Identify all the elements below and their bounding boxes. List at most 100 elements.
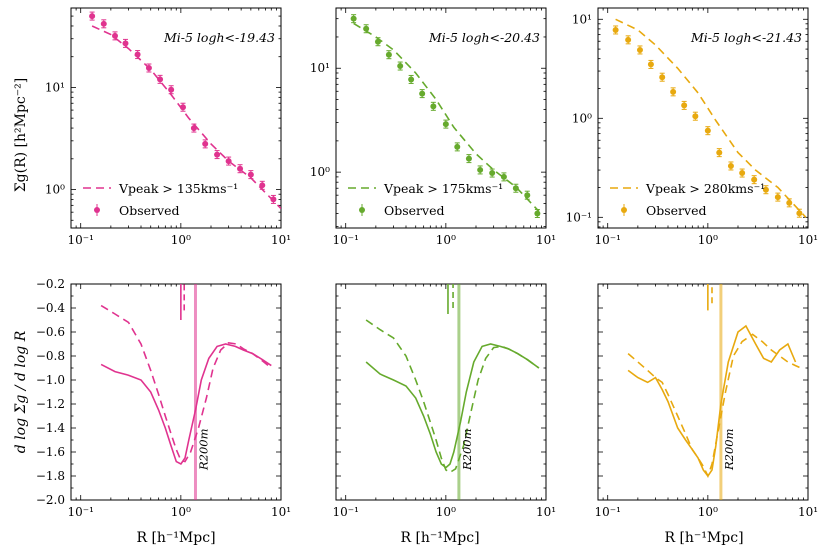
legend-observed-swatch xyxy=(94,207,100,213)
observed-point xyxy=(534,210,541,217)
x-tick-label: 10⁻¹ xyxy=(332,505,358,519)
bottom-left-plot-area xyxy=(100,284,272,500)
observed-point xyxy=(692,113,699,120)
observed-point xyxy=(512,185,519,192)
observed-slope-line xyxy=(627,324,797,478)
y-tick-label: 10¹ xyxy=(45,80,65,94)
observed-point xyxy=(247,171,254,178)
observed-point xyxy=(179,104,186,111)
observed-point xyxy=(363,25,370,32)
legend-observed-label: Observed xyxy=(384,203,445,218)
observed-point xyxy=(477,166,484,173)
y-tick-label: 10⁰ xyxy=(572,111,592,125)
y-tick-label: −1.4 xyxy=(36,421,66,435)
r200m-label: R200m xyxy=(722,428,736,471)
legend-observed-label: Observed xyxy=(119,203,180,218)
observed-point xyxy=(225,158,232,165)
y-tick-label: 10⁰ xyxy=(310,165,330,179)
observed-slope-line xyxy=(365,343,540,469)
observed-point xyxy=(270,196,277,203)
xlabel-left: R [h⁻¹Mpc] xyxy=(136,530,215,546)
panel-title: Mi-5 logh<-21.43 xyxy=(690,30,802,45)
model-slope-line xyxy=(365,319,540,474)
y-tick-label: −1.2 xyxy=(36,397,65,411)
x-tick-label: 10⁰ xyxy=(698,233,718,247)
observed-point xyxy=(157,76,164,83)
y-tick-label: −1.6 xyxy=(36,445,65,459)
observed-point xyxy=(259,182,266,189)
y-tick-label: 10¹ xyxy=(310,61,330,75)
observed-point xyxy=(739,170,746,177)
x-tick-label: 10⁻¹ xyxy=(332,233,358,247)
observed-point xyxy=(524,192,531,199)
observed-point xyxy=(408,76,415,83)
observed-point xyxy=(385,51,392,58)
bottom-left-panel: 10⁻¹ 10⁰ 10¹ −2.0 −1.8 −1.6 −1.4 −1.2 −1.0 −0.8 −0… xyxy=(36,277,291,519)
y-tick-label: 10⁰ xyxy=(45,183,65,197)
observed-point xyxy=(751,176,758,183)
legend-model-label: Vpeak > 175kms⁻¹ xyxy=(383,181,503,196)
observed-point xyxy=(625,36,632,43)
x-tick-label: 10⁰ xyxy=(171,233,191,247)
x-tick-label: 10¹ xyxy=(271,505,291,519)
observed-point xyxy=(100,20,107,27)
observed-slope-line xyxy=(100,343,272,466)
observed-point xyxy=(681,102,688,109)
observed-point xyxy=(168,86,175,93)
x-tick-label: 10¹ xyxy=(536,233,556,247)
bottom-ylabel: d log Σg / d log R xyxy=(13,330,29,453)
observed-point xyxy=(214,151,221,158)
y-tick-label: 10⁻¹ xyxy=(566,210,592,224)
legend-observed-swatch xyxy=(621,207,627,213)
observed-point xyxy=(89,13,96,20)
x-tick-label: 10¹ xyxy=(798,233,818,247)
legend-observed-label: Observed xyxy=(646,203,707,218)
bottom-middle-panel: 10⁻¹ 10⁰ 10¹ R200m xyxy=(332,283,556,519)
legend-observed-swatch xyxy=(359,207,365,213)
observed-point xyxy=(397,63,404,70)
x-tick-label: 10⁰ xyxy=(171,505,191,519)
observed-point xyxy=(704,127,711,134)
x-tick-label: 10¹ xyxy=(798,505,818,519)
y-tick-label: −0.4 xyxy=(36,301,66,315)
model-slope-line xyxy=(627,333,802,479)
observed-point xyxy=(796,210,803,217)
x-tick-label: 10¹ xyxy=(536,505,556,519)
top-middle-panel: 10⁻¹ 10⁰ 10¹ 10⁰ 10¹ Mi-5 logh<-20.43 Vpeak > … xyxy=(310,7,556,247)
legend-model-label: Vpeak > 135kms⁻¹ xyxy=(118,181,238,196)
bottom-right-plot-area xyxy=(627,284,802,500)
observed-point xyxy=(659,74,666,81)
observed-point xyxy=(774,194,781,201)
y-tick-label: −1.8 xyxy=(36,469,65,483)
legend-model-label: Vpeak > 280kms⁻¹ xyxy=(645,181,765,196)
observed-point xyxy=(430,103,437,110)
plot-layer: 10⁻¹ 10⁰ 10¹ 10⁰ 10¹ Mi-5 logh<-19.43 Vpeak > … xyxy=(36,7,818,519)
observed-point xyxy=(636,46,643,53)
observed-point xyxy=(111,32,118,39)
observed-point xyxy=(374,38,381,45)
top-right-panel: 10⁻¹ 10⁰ 10¹ 10⁻¹ 10⁰ 10¹ Mi-5 logh<-21.43 Vpea… xyxy=(566,7,818,247)
y-tick-label: −0.6 xyxy=(36,325,65,339)
y-tick-label: 10¹ xyxy=(572,12,592,26)
xlabel-middle: R [h⁻¹Mpc] xyxy=(400,530,479,546)
x-tick-label: 10⁰ xyxy=(436,505,456,519)
x-tick-label: 10⁻¹ xyxy=(594,505,620,519)
observed-point xyxy=(237,165,244,172)
observed-point xyxy=(762,186,769,193)
x-tick-label: 10⁰ xyxy=(698,505,718,519)
panel-title: Mi-5 logh<-19.43 xyxy=(163,30,275,45)
observed-point xyxy=(612,26,619,33)
observed-point xyxy=(465,155,472,162)
bottom-right-panel: 10⁻¹ 10⁰ 10¹ R200m xyxy=(594,283,818,519)
observed-point xyxy=(202,140,209,147)
x-tick-label: 10⁻¹ xyxy=(67,233,93,247)
observed-point xyxy=(500,173,507,180)
bottom-left-frame xyxy=(70,283,282,501)
observed-point xyxy=(786,199,793,206)
observed-point xyxy=(145,65,152,72)
y-tick-label: −0.8 xyxy=(36,349,65,363)
observed-point xyxy=(419,90,426,97)
bottom-middle-frame xyxy=(335,283,547,501)
y-tick-label: −1.0 xyxy=(36,373,65,387)
x-tick-label: 10¹ xyxy=(271,233,291,247)
